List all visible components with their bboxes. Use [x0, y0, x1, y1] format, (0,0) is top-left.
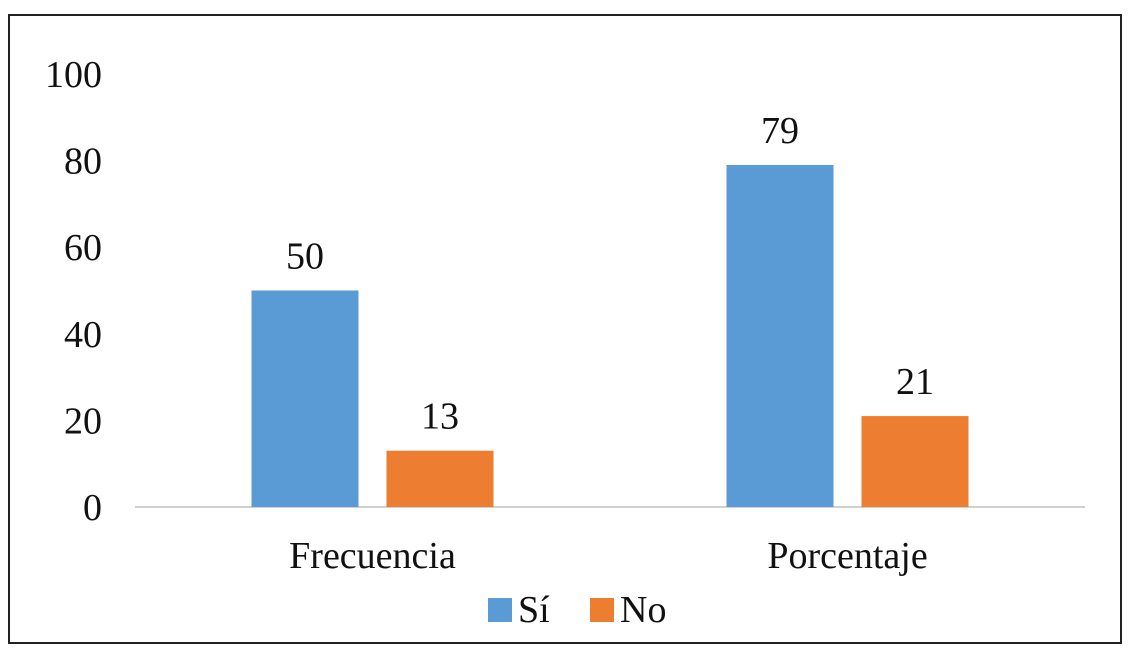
data-label: 50 [286, 236, 324, 278]
y-tick-label: 0 [83, 487, 102, 529]
y-tick-label: 20 [64, 400, 102, 442]
data-label: 13 [421, 396, 459, 438]
x-tick-label: Porcentaje [767, 535, 927, 577]
data-label: 21 [896, 361, 934, 403]
legend-swatch [488, 598, 512, 622]
legend-label: No [620, 589, 666, 631]
y-tick-label: 60 [64, 227, 102, 269]
bar-si-frecuencia [251, 290, 359, 507]
y-tick-label: 80 [64, 141, 102, 183]
chart-frame [8, 14, 1122, 644]
legend-label: Sí [518, 589, 550, 631]
x-tick-label: Frecuencia [289, 535, 456, 577]
data-label: 79 [761, 110, 799, 152]
bar-si-porcentaje [726, 164, 834, 507]
bar-no-porcentaje [861, 416, 969, 507]
y-tick-label: 40 [64, 314, 102, 356]
y-tick-label: 100 [45, 54, 102, 96]
bar-no-frecuencia [386, 450, 494, 507]
legend-swatch [590, 598, 614, 622]
